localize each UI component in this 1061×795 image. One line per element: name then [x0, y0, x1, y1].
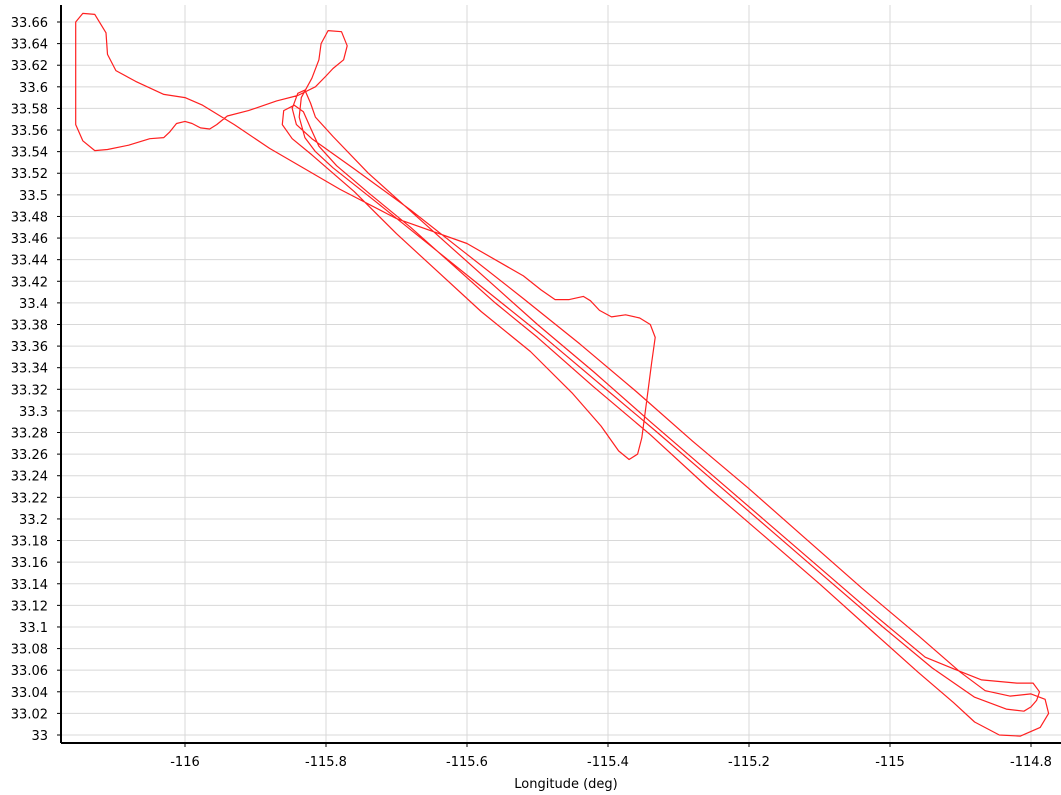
y-tick-label: 33.12 — [11, 599, 48, 614]
y-tick-label: 33.48 — [11, 210, 48, 225]
series-layer — [75, 12, 1050, 737]
x-tick-labels: -116 -115.8 -115.6 -115.4 -115.2 -115 -114.8 — [170, 755, 1052, 770]
y-tick-label: 33 — [31, 729, 48, 744]
y-tick-label: 33.5 — [19, 189, 48, 204]
y-tick-label: 33.02 — [11, 707, 48, 722]
y-tick-label: 33.14 — [11, 578, 48, 593]
y-tick-label: 33.66 — [11, 16, 48, 31]
axes — [57, 5, 1061, 747]
x-tick-label: -115.2 — [728, 755, 770, 770]
y-tick-label: 33.58 — [11, 102, 48, 117]
y-tick-label: 33.24 — [11, 470, 48, 485]
y-tick-label: 33.56 — [11, 124, 48, 139]
y-tick-label: 33.62 — [11, 59, 48, 74]
x-tick-label: -115.4 — [587, 755, 629, 770]
x-tick-label: -114.8 — [1010, 755, 1052, 770]
y-tick-label: 33.36 — [11, 340, 48, 355]
x-tick-label: -115.6 — [446, 755, 488, 770]
x-axis-title: Longitude (deg) — [514, 777, 617, 792]
y-tick-label: 33.3 — [19, 405, 48, 420]
x-tick-label: -115 — [875, 755, 905, 770]
y-tick-label: 33.38 — [11, 318, 48, 333]
x-tick-label: -115.8 — [305, 755, 347, 770]
y-tick-label: 33.42 — [11, 275, 48, 290]
y-tick-label: 33.06 — [11, 664, 48, 679]
y-tick-label: 33.64 — [11, 38, 48, 53]
y-tick-label: 33.52 — [11, 167, 48, 182]
trajectory-line — [75, 12, 1050, 737]
y-tick-label: 33.22 — [11, 491, 48, 506]
y-tick-label: 33.28 — [11, 427, 48, 442]
y-tick-label: 33.32 — [11, 383, 48, 398]
y-tick-label: 33.34 — [11, 362, 48, 377]
y-tick-label: 33.18 — [11, 535, 48, 550]
y-tick-label: 33.1 — [19, 621, 48, 636]
y-tick-label: 33.08 — [11, 643, 48, 658]
y-tick-label: 33.16 — [11, 556, 48, 571]
y-tick-label: 33.46 — [11, 232, 48, 247]
y-tick-label: 33.2 — [19, 513, 48, 528]
y-tick-label: 33.6 — [19, 81, 48, 96]
y-tick-label: 33.04 — [11, 686, 48, 701]
y-tick-label: 33.54 — [11, 146, 48, 161]
y-tick-labels: 33 33.02 33.04 33.06 33.08 33.1 33.12 33.14 33.1… — [11, 16, 48, 744]
y-tick-label: 33.26 — [11, 448, 48, 463]
y-tick-label: 33.4 — [19, 297, 48, 312]
x-tick-label: -116 — [170, 755, 200, 770]
grid-lines — [61, 5, 1061, 743]
y-tick-label: 33.44 — [11, 254, 48, 269]
